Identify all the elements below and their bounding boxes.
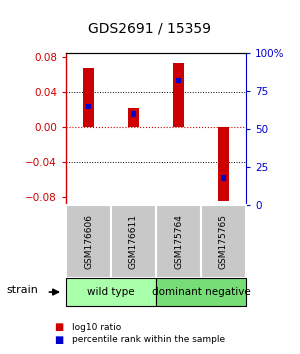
Text: wild type: wild type [87, 287, 135, 297]
Text: GSM175764: GSM175764 [174, 214, 183, 269]
Text: GDS2691 / 15359: GDS2691 / 15359 [88, 21, 212, 35]
Bar [130, 112, 136, 116]
Text: GSM176611: GSM176611 [129, 214, 138, 269]
Text: percentile rank within the sample: percentile rank within the sample [72, 335, 225, 344]
Text: dominant negative: dominant negative [152, 287, 250, 297]
Bar [218, 127, 229, 201]
Text: strain: strain [6, 285, 38, 295]
Bar [83, 68, 94, 127]
Text: GSM176606: GSM176606 [84, 214, 93, 269]
Bar [176, 78, 182, 83]
Text: GSM175765: GSM175765 [219, 214, 228, 269]
Bar [128, 108, 139, 127]
Bar [220, 175, 226, 181]
Bar [85, 104, 91, 109]
Bar [173, 63, 184, 127]
Text: ■: ■ [54, 335, 63, 345]
Text: log10 ratio: log10 ratio [72, 323, 121, 332]
Text: ■: ■ [54, 322, 63, 332]
